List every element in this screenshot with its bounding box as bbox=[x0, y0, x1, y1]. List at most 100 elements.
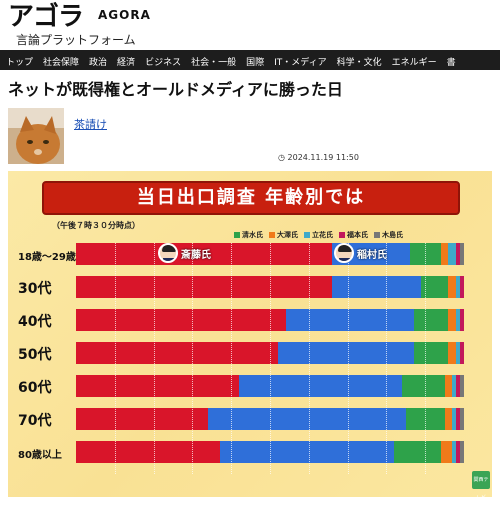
bar-seg-5-5 bbox=[456, 408, 461, 430]
bar-seg-1-1 bbox=[332, 276, 422, 298]
bar-seg-0-6 bbox=[460, 243, 464, 265]
bar-seg-2-0 bbox=[76, 309, 286, 331]
bar-row-5 bbox=[76, 408, 464, 430]
publish-date: ◷ 2024.11.19 11:50 bbox=[278, 153, 359, 162]
bar-seg-6-6 bbox=[460, 441, 464, 463]
chart-legend: 清水氏 大澤氏 立花氏 福本氏 木島氏 bbox=[234, 222, 409, 241]
bar-seg-6-1 bbox=[219, 441, 395, 463]
bar-seg-1-4 bbox=[456, 276, 461, 298]
nav-item-business[interactable]: ビジネス bbox=[145, 58, 182, 68]
bar-row-2 bbox=[76, 309, 464, 331]
bar-seg-4-0 bbox=[76, 375, 239, 397]
bar-seg-4-2 bbox=[401, 375, 445, 397]
grid-line-3 bbox=[192, 243, 194, 474]
legend-label-3: 福本氏 bbox=[347, 231, 368, 239]
bar-seg-6-2 bbox=[394, 441, 441, 463]
nav-item-top[interactable]: トップ bbox=[6, 58, 34, 68]
legend-label-4: 木島氏 bbox=[382, 231, 403, 239]
site-header: アゴラ AGORA 言論プラットフォーム bbox=[0, 0, 500, 50]
bar-seg-3-4 bbox=[456, 342, 461, 364]
bar-seg-5-4 bbox=[452, 408, 457, 430]
nav-item-economy[interactable]: 経済 bbox=[117, 58, 136, 68]
nav-item-international[interactable]: 国際 bbox=[246, 58, 265, 68]
bar-seg-2-2 bbox=[413, 309, 449, 331]
nav-item-science-culture[interactable]: 科学・文化 bbox=[336, 58, 382, 68]
row-label-2: 40代 bbox=[18, 314, 52, 330]
bar-seg-4-5 bbox=[456, 375, 461, 397]
legend-swatch-3 bbox=[339, 232, 345, 238]
exit-poll-chart: 当日出口調査 年齢別では （午後７時３０分時点） 清水氏 大澤氏 立花氏 福本氏 木島氏… bbox=[8, 171, 492, 497]
bar-row-4 bbox=[76, 375, 464, 397]
legend-label-1: 大澤氏 bbox=[277, 231, 298, 239]
article-title: ネットが既得権とオールドメディアに勝った日 bbox=[8, 80, 343, 99]
bar-seg-5-2 bbox=[405, 408, 445, 430]
grid-line-7 bbox=[347, 243, 349, 474]
bar-seg-1-0 bbox=[76, 276, 333, 298]
nav-item-energy[interactable]: エネルギー bbox=[391, 58, 437, 68]
grid-line-2 bbox=[153, 243, 155, 474]
legend-label-0: 清水氏 bbox=[242, 231, 263, 239]
grid-line-1 bbox=[114, 243, 116, 474]
bar-row-1 bbox=[76, 276, 464, 298]
bar-seg-3-0 bbox=[76, 342, 278, 364]
bar-seg-5-3 bbox=[444, 408, 453, 430]
bar-seg-2-5 bbox=[460, 309, 464, 331]
bar-row-0 bbox=[76, 243, 464, 265]
legend-item-0: 清水氏 bbox=[234, 230, 263, 240]
bar-seg-3-3 bbox=[448, 342, 457, 364]
legend-item-2: 立花氏 bbox=[304, 230, 333, 240]
annotation-saito: 斎藤氏 bbox=[158, 243, 211, 263]
bar-seg-2-3 bbox=[448, 309, 457, 331]
bar-seg-1-2 bbox=[421, 276, 449, 298]
bar-seg-0-5 bbox=[456, 243, 461, 265]
legend-item-4: 木島氏 bbox=[374, 230, 403, 240]
annotation-inamura-label: 稲村氏 bbox=[357, 249, 387, 261]
author-link[interactable]: 茶請け bbox=[74, 118, 107, 131]
bar-row-3 bbox=[76, 342, 464, 364]
broadcaster-logo: 関西テレビ bbox=[472, 471, 490, 497]
row-label-0: 18歳〜29歳 bbox=[18, 252, 76, 263]
bar-seg-2-1 bbox=[285, 309, 414, 331]
nav-item-society[interactable]: 社会・一般 bbox=[191, 58, 237, 68]
row-label-5: 70代 bbox=[18, 413, 52, 429]
site-logo[interactable]: アゴラ bbox=[8, 2, 84, 32]
bar-seg-6-5 bbox=[456, 441, 461, 463]
nav-item-politics[interactable]: 政治 bbox=[89, 58, 108, 68]
bar-seg-6-3 bbox=[440, 441, 453, 463]
bar-seg-5-1 bbox=[207, 408, 406, 430]
bar-seg-1-3 bbox=[448, 276, 457, 298]
bar-seg-3-2 bbox=[413, 342, 449, 364]
nav-item-social-security[interactable]: 社会保障 bbox=[43, 58, 80, 68]
legend-label-2: 立花氏 bbox=[312, 231, 333, 239]
grid-line-5 bbox=[270, 243, 271, 474]
legend-swatch-2 bbox=[304, 232, 310, 238]
bar-seg-2-4 bbox=[456, 309, 461, 331]
bar-seg-0-3 bbox=[440, 243, 449, 265]
bar-seg-3-5 bbox=[460, 342, 464, 364]
site-logo-en[interactable]: AGORA bbox=[98, 8, 151, 22]
chart-title-banner: 当日出口調査 年齢別では bbox=[42, 181, 460, 215]
nav-item-books[interactable]: 書 bbox=[446, 58, 456, 68]
bar-seg-4-4 bbox=[452, 375, 457, 397]
bar-seg-5-6 bbox=[460, 408, 464, 430]
annotation-saito-label: 斎藤氏 bbox=[181, 249, 211, 261]
row-label-3: 50代 bbox=[18, 347, 52, 363]
bar-row-6 bbox=[76, 441, 464, 463]
nav-item-it-media[interactable]: IT・メディア bbox=[274, 58, 327, 68]
bar-seg-1-5 bbox=[460, 276, 464, 298]
site-tagline: 言論プラットフォーム bbox=[16, 33, 136, 47]
cat-avatar-icon bbox=[8, 108, 64, 164]
legend-swatch-1 bbox=[269, 232, 275, 238]
grid-line-4 bbox=[231, 243, 233, 474]
author-avatar[interactable] bbox=[8, 108, 64, 164]
chart-bars bbox=[76, 243, 466, 493]
annotation-inamura: 稲村氏 bbox=[334, 243, 387, 263]
legend-item-1: 大澤氏 bbox=[269, 230, 298, 240]
grid-line-8 bbox=[386, 243, 388, 474]
grid-line-9 bbox=[425, 243, 427, 474]
bar-seg-0-0 bbox=[76, 243, 333, 265]
grid-line-6 bbox=[308, 243, 310, 474]
row-label-1: 30代 bbox=[18, 281, 52, 297]
main-nav: トップ 社会保障 政治 経済 ビジネス 社会・一般 国際 IT・メディア 科学・文化 エネルギー書 bbox=[0, 50, 500, 70]
legend-swatch-0 bbox=[234, 232, 240, 238]
